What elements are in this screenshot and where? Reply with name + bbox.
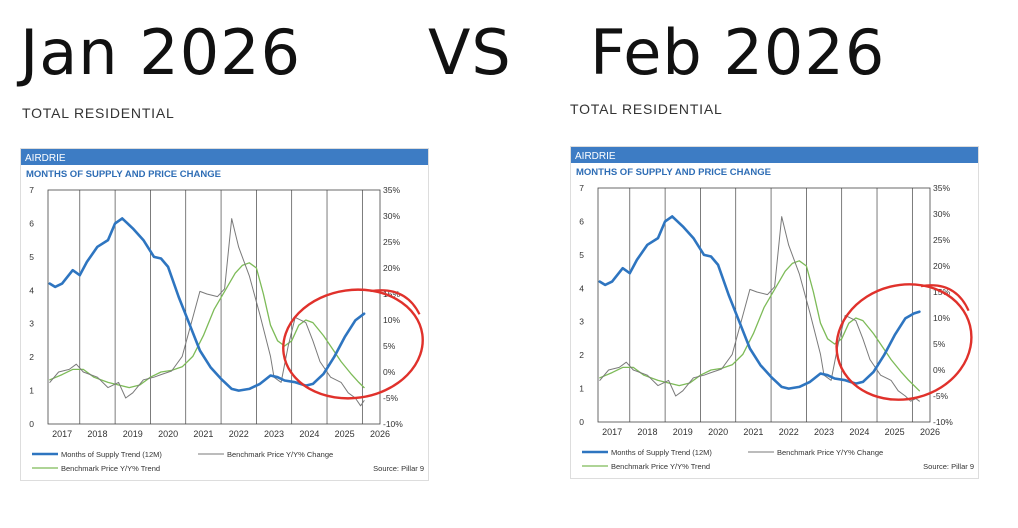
x-tick-label: 2017	[52, 429, 72, 439]
legend-label-trend: Benchmark Price Y/Y% Trend	[61, 464, 160, 473]
y-right-tick-label: 0%	[383, 367, 396, 377]
y-left-tick-label: 2	[579, 350, 584, 360]
legend-label-change: Benchmark Price Y/Y% Change	[777, 448, 883, 457]
headline-feb: Feb 2026	[590, 16, 886, 89]
x-tick-label: 2020	[708, 427, 728, 437]
y-right-tick-label: -5%	[383, 393, 399, 403]
annotation-circle-overlap	[370, 289, 421, 315]
x-tick-label: 2021	[743, 427, 763, 437]
y-right-tick-label: 0%	[933, 365, 946, 375]
x-tick-label: 2022	[229, 429, 249, 439]
legend-label-change: Benchmark Price Y/Y% Change	[227, 450, 333, 459]
legend-label-trend: Benchmark Price Y/Y% Trend	[611, 462, 710, 471]
chart-jan: AIRDRIE MONTHS OF SUPPLY AND PRICE CHANGE…	[20, 148, 429, 481]
subtitle-jan: TOTAL RESIDENTIAL	[22, 105, 175, 121]
x-tick-label: 2019	[673, 427, 693, 437]
y-right-tick-label: 10%	[383, 315, 400, 325]
y-left-tick-label: 5	[579, 250, 584, 260]
y-left-tick-label: 5	[29, 252, 34, 262]
y-right-tick-label: 5%	[383, 341, 396, 351]
x-tick-label: 2019	[123, 429, 143, 439]
annotation-circle-overlap	[920, 284, 970, 312]
legend-label-supply: Months of Supply Trend (12M)	[61, 450, 162, 459]
y-right-tick-label: 35%	[383, 185, 400, 195]
y-left-tick-label: 0	[579, 417, 584, 427]
y-left-tick-label: 1	[579, 384, 584, 394]
y-left-tick-label: 3	[579, 317, 584, 327]
legend-label-supply: Months of Supply Trend (12M)	[611, 448, 712, 457]
y-right-tick-label: 25%	[933, 235, 950, 245]
x-tick-label: 2026	[370, 429, 390, 439]
series-months-of-supply	[48, 217, 366, 392]
annotation-circle	[282, 288, 424, 400]
chart-feb: AIRDRIE MONTHS OF SUPPLY AND PRICE CHANGE…	[570, 146, 979, 479]
y-right-tick-label: 25%	[383, 237, 400, 247]
region-label: AIRDRIE	[575, 151, 616, 162]
annotation-circle	[835, 283, 973, 401]
source-label: Source: Pillar 9	[373, 464, 424, 473]
x-tick-label: 2025	[335, 429, 355, 439]
y-right-tick-label: 15%	[383, 289, 400, 299]
x-tick-label: 2020	[158, 429, 178, 439]
y-right-tick-label: -10%	[383, 419, 403, 429]
y-right-tick-label: 5%	[933, 339, 946, 349]
x-tick-label: 2018	[87, 429, 107, 439]
y-left-tick-label: 6	[29, 218, 34, 228]
y-left-tick-label: 4	[29, 285, 34, 295]
y-right-tick-label: 35%	[933, 183, 950, 193]
chart-title: MONTHS OF SUPPLY AND PRICE CHANGE	[576, 167, 771, 178]
region-header-bar	[571, 147, 978, 163]
region-label: AIRDRIE	[25, 153, 66, 164]
chart-title: MONTHS OF SUPPLY AND PRICE CHANGE	[26, 169, 221, 180]
x-tick-label: 2021	[193, 429, 213, 439]
x-tick-label: 2025	[885, 427, 905, 437]
series-benchmark-trend	[599, 260, 921, 392]
chart-frame	[570, 146, 979, 479]
y-left-tick-label: 7	[29, 185, 34, 195]
y-left-tick-label: 2	[29, 352, 34, 362]
subtitle-feb: TOTAL RESIDENTIAL	[570, 101, 723, 117]
series-benchmark-change	[49, 218, 365, 407]
y-right-tick-label: 20%	[933, 261, 950, 271]
y-right-tick-label: -10%	[933, 417, 953, 427]
y-left-tick-label: 1	[29, 386, 34, 396]
y-right-tick-label: -5%	[933, 391, 949, 401]
x-tick-label: 2023	[264, 429, 284, 439]
x-tick-label: 2017	[602, 427, 622, 437]
x-tick-label: 2023	[814, 427, 834, 437]
x-tick-label: 2022	[779, 427, 799, 437]
y-right-tick-label: 30%	[383, 211, 400, 221]
plot-area	[597, 187, 931, 423]
y-right-tick-label: 10%	[933, 313, 950, 323]
x-tick-label: 2024	[299, 429, 319, 439]
chart-frame	[20, 148, 429, 481]
x-tick-label: 2018	[637, 427, 657, 437]
source-label: Source: Pillar 9	[923, 462, 974, 471]
x-tick-label: 2024	[849, 427, 869, 437]
headline-vs: VS	[428, 16, 512, 89]
y-right-tick-label: 30%	[933, 209, 950, 219]
series-months-of-supply	[598, 215, 921, 390]
y-left-tick-label: 4	[579, 283, 584, 293]
y-left-tick-label: 7	[579, 183, 584, 193]
y-left-tick-label: 6	[579, 216, 584, 226]
y-left-tick-label: 0	[29, 419, 34, 429]
region-header-bar	[21, 149, 428, 165]
plot-area	[47, 189, 381, 425]
headline-jan: Jan 2026	[20, 16, 302, 89]
x-tick-label: 2026	[920, 427, 940, 437]
y-right-tick-label: 20%	[383, 263, 400, 273]
y-left-tick-label: 3	[29, 319, 34, 329]
